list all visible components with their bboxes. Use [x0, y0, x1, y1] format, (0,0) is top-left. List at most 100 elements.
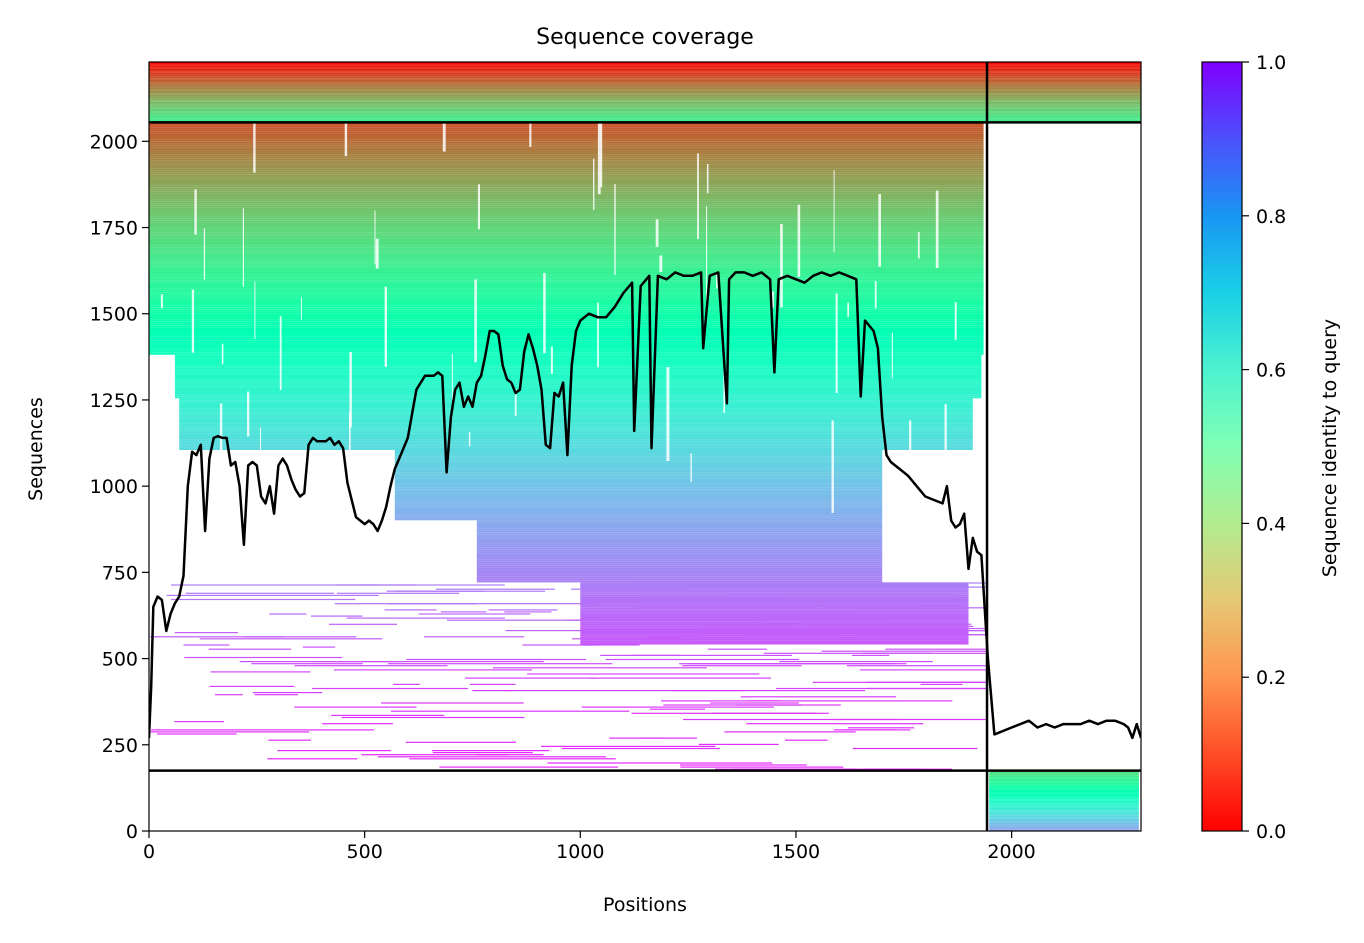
chain-b-band [989, 797, 1139, 800]
coverage-band [149, 311, 984, 314]
x-tick-label: 1000 [556, 841, 604, 863]
coverage-gap [221, 343, 224, 365]
coverage-fragment [805, 625, 974, 627]
chain-b-band [989, 808, 1139, 811]
coverage-band [149, 145, 984, 148]
coverage-band [394, 487, 883, 490]
coverage-fragment [214, 694, 243, 696]
coverage-band [476, 580, 883, 583]
paired-band [149, 65, 1141, 68]
coverage-fragment [254, 694, 298, 696]
coverage-fragment [581, 706, 774, 708]
coverage-fragment [724, 731, 856, 733]
coverage-band [149, 247, 984, 250]
coverage-fragment [208, 648, 292, 650]
coverage-band [149, 280, 984, 283]
paired-band [149, 93, 1141, 95]
coverage-band [580, 586, 969, 589]
coverage-gap [191, 289, 195, 353]
coverage-band [149, 243, 984, 246]
coverage-fragment [199, 638, 383, 640]
coverage-band [149, 164, 984, 167]
coverage-gap [655, 219, 659, 247]
paired-band [149, 83, 1141, 86]
colorbar [1201, 61, 1243, 832]
paired-band [149, 108, 1141, 110]
chain-b-band [989, 777, 1139, 779]
chain-b-band [989, 795, 1139, 797]
coverage-gap [300, 297, 302, 320]
coverage-gap [375, 238, 379, 269]
coverage-band [174, 394, 982, 397]
y-tick-label: 500 [102, 649, 138, 671]
coverage-gap [878, 194, 881, 267]
coverage-band [179, 437, 973, 440]
coverage-band [149, 321, 984, 324]
coverage-band [149, 274, 984, 277]
coverage-band [149, 286, 984, 289]
coverage-fragment [749, 700, 953, 702]
coverage-band [149, 123, 984, 126]
paired-band [149, 94, 1141, 97]
y-tick-label: 750 [102, 562, 138, 584]
coverage-fragment [862, 652, 986, 654]
y-tick-label: 1000 [90, 476, 138, 498]
coverage-fragment [852, 654, 890, 656]
coverage-band [179, 416, 973, 419]
coverage-band [394, 516, 883, 519]
coverage-fragment [597, 623, 799, 625]
chain-dividers [149, 62, 1141, 831]
coverage-band [149, 236, 984, 239]
chain-b-band [989, 784, 1139, 786]
coverage-band [149, 139, 984, 142]
chain-b-band [989, 771, 1139, 774]
chain-b-band [989, 778, 1139, 780]
coverage-gap [935, 190, 939, 268]
coverage-gap [374, 210, 376, 265]
paired-band [149, 103, 1141, 105]
coverage-fragment [209, 685, 295, 687]
coverage-band [394, 489, 883, 492]
coverage-gap [247, 391, 250, 437]
coverage-fragment [736, 704, 841, 706]
coverage-fragment [661, 700, 780, 702]
coverage-fragment [387, 603, 599, 605]
chain-b-band [989, 806, 1139, 808]
coverage-band [174, 367, 982, 370]
coverage-band [149, 257, 984, 260]
coverage-fragment [834, 718, 986, 721]
coverage-fragment [821, 650, 986, 652]
coverage-gap [954, 302, 957, 340]
coverage-gap [690, 453, 692, 482]
chain-b-band [989, 775, 1139, 778]
coverage-band [179, 402, 973, 405]
chain-b-band [989, 828, 1139, 830]
coverage-fragment [381, 702, 524, 704]
y-axis-label: Sequences [25, 397, 47, 501]
coverage-band [149, 265, 984, 268]
coverage-band [179, 406, 973, 409]
coverage-band [394, 452, 883, 455]
chain-b-band [989, 815, 1139, 818]
coverage-gap [831, 420, 834, 513]
coverage-gap [771, 291, 774, 308]
coverage-band [174, 381, 982, 384]
coverage-fragment [435, 588, 555, 590]
coverage-fragment [672, 690, 865, 692]
coverage-band [149, 212, 984, 215]
coverage-band [149, 350, 984, 353]
empty-region [988, 123, 1141, 770]
coverage-gap [314, 481, 317, 509]
coverage-fragment [239, 661, 401, 663]
coverage-fragment [561, 747, 721, 750]
paired-band [149, 79, 1141, 81]
coverage-fragment [391, 710, 630, 712]
coverage-band [149, 323, 984, 326]
coverage-band [174, 375, 982, 378]
coverage-band [149, 284, 984, 287]
coverage-band [149, 158, 984, 161]
x-tick-label: 0 [143, 841, 155, 863]
coverage-band [580, 640, 969, 643]
coverage-fragment [384, 609, 437, 611]
coverage-gap [797, 204, 801, 277]
